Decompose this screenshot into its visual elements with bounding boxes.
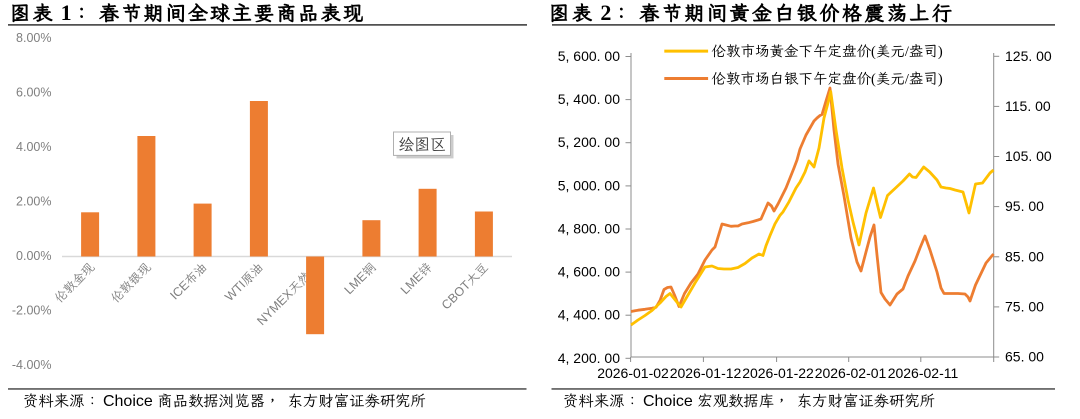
svg-text:4, 600. 00: 4, 600. 00 [558, 264, 620, 280]
svg-text:资料来源：Choice 宏观数据库，东方财富证券研究所: 资料来源： Choice 宏观数据库， 东方财富证券研究所 [563, 391, 935, 411]
svg-text:资料来源：Choice 商品数据浏览器，东方财富证券研究所: 资料来源： Choice 商品数据浏览器， 东方财富证券研究所 [23, 391, 426, 411]
svg-text:5, 200. 00: 5, 200. 00 [558, 134, 620, 150]
svg-text:图表 2：春节期间黄金白银价格震荡上行: 图表 2： 春节期间黄金白银价格震荡上行 [549, 0, 954, 26]
svg-text:4, 400. 00: 4, 400. 00 [558, 307, 620, 323]
svg-text:5, 400. 00: 5, 400. 00 [558, 91, 620, 107]
svg-text:5, 600. 00: 5, 600. 00 [558, 48, 620, 64]
svg-text:65. 00: 65. 00 [1005, 349, 1044, 365]
svg-text:75. 00: 75. 00 [1005, 298, 1044, 314]
svg-text:图表 1：春节期间全球主要商品表现: 图表 1： 春节期间全球主要商品表现 [10, 0, 365, 26]
svg-text:6.00%: 6.00% [16, 86, 51, 100]
svg-text:8.00%: 8.00% [16, 31, 51, 45]
svg-text:4, 200. 00: 4, 200. 00 [558, 350, 620, 366]
svg-text:伦敦市场黄金下午定盘价(美元/盎司): 伦敦市场黄金下午定盘价(美元/盎司) [712, 42, 943, 61]
svg-text:-2.00%: -2.00% [12, 304, 52, 318]
svg-text:105. 00: 105. 00 [1005, 148, 1052, 164]
svg-text:4, 800. 00: 4, 800. 00 [558, 221, 620, 237]
svg-text:绘图区: 绘图区 [398, 133, 447, 155]
svg-text:2026-02-11: 2026-02-11 [888, 365, 959, 381]
svg-text:2.00%: 2.00% [16, 195, 51, 209]
svg-text:125. 00: 125. 00 [1005, 48, 1052, 64]
svg-text:2026-02-01: 2026-02-01 [815, 365, 887, 381]
svg-text:115. 00: 115. 00 [1005, 98, 1051, 114]
svg-text:伦敦市场白银下午定盘价(美元/盎司): 伦敦市场白银下午定盘价(美元/盎司) [712, 70, 943, 89]
svg-text:2026-01-12: 2026-01-12 [670, 365, 742, 381]
svg-text:5, 000. 00: 5, 000. 00 [558, 177, 620, 193]
svg-text:2026-01-22: 2026-01-22 [742, 365, 814, 381]
svg-text:4.00%: 4.00% [16, 140, 51, 154]
svg-text:2026-01-02: 2026-01-02 [597, 365, 669, 381]
svg-text:0.00%: 0.00% [16, 249, 51, 263]
svg-text:95. 00: 95. 00 [1005, 198, 1044, 214]
svg-text:85. 00: 85. 00 [1005, 248, 1044, 264]
svg-text:-4.00%: -4.00% [12, 358, 52, 372]
